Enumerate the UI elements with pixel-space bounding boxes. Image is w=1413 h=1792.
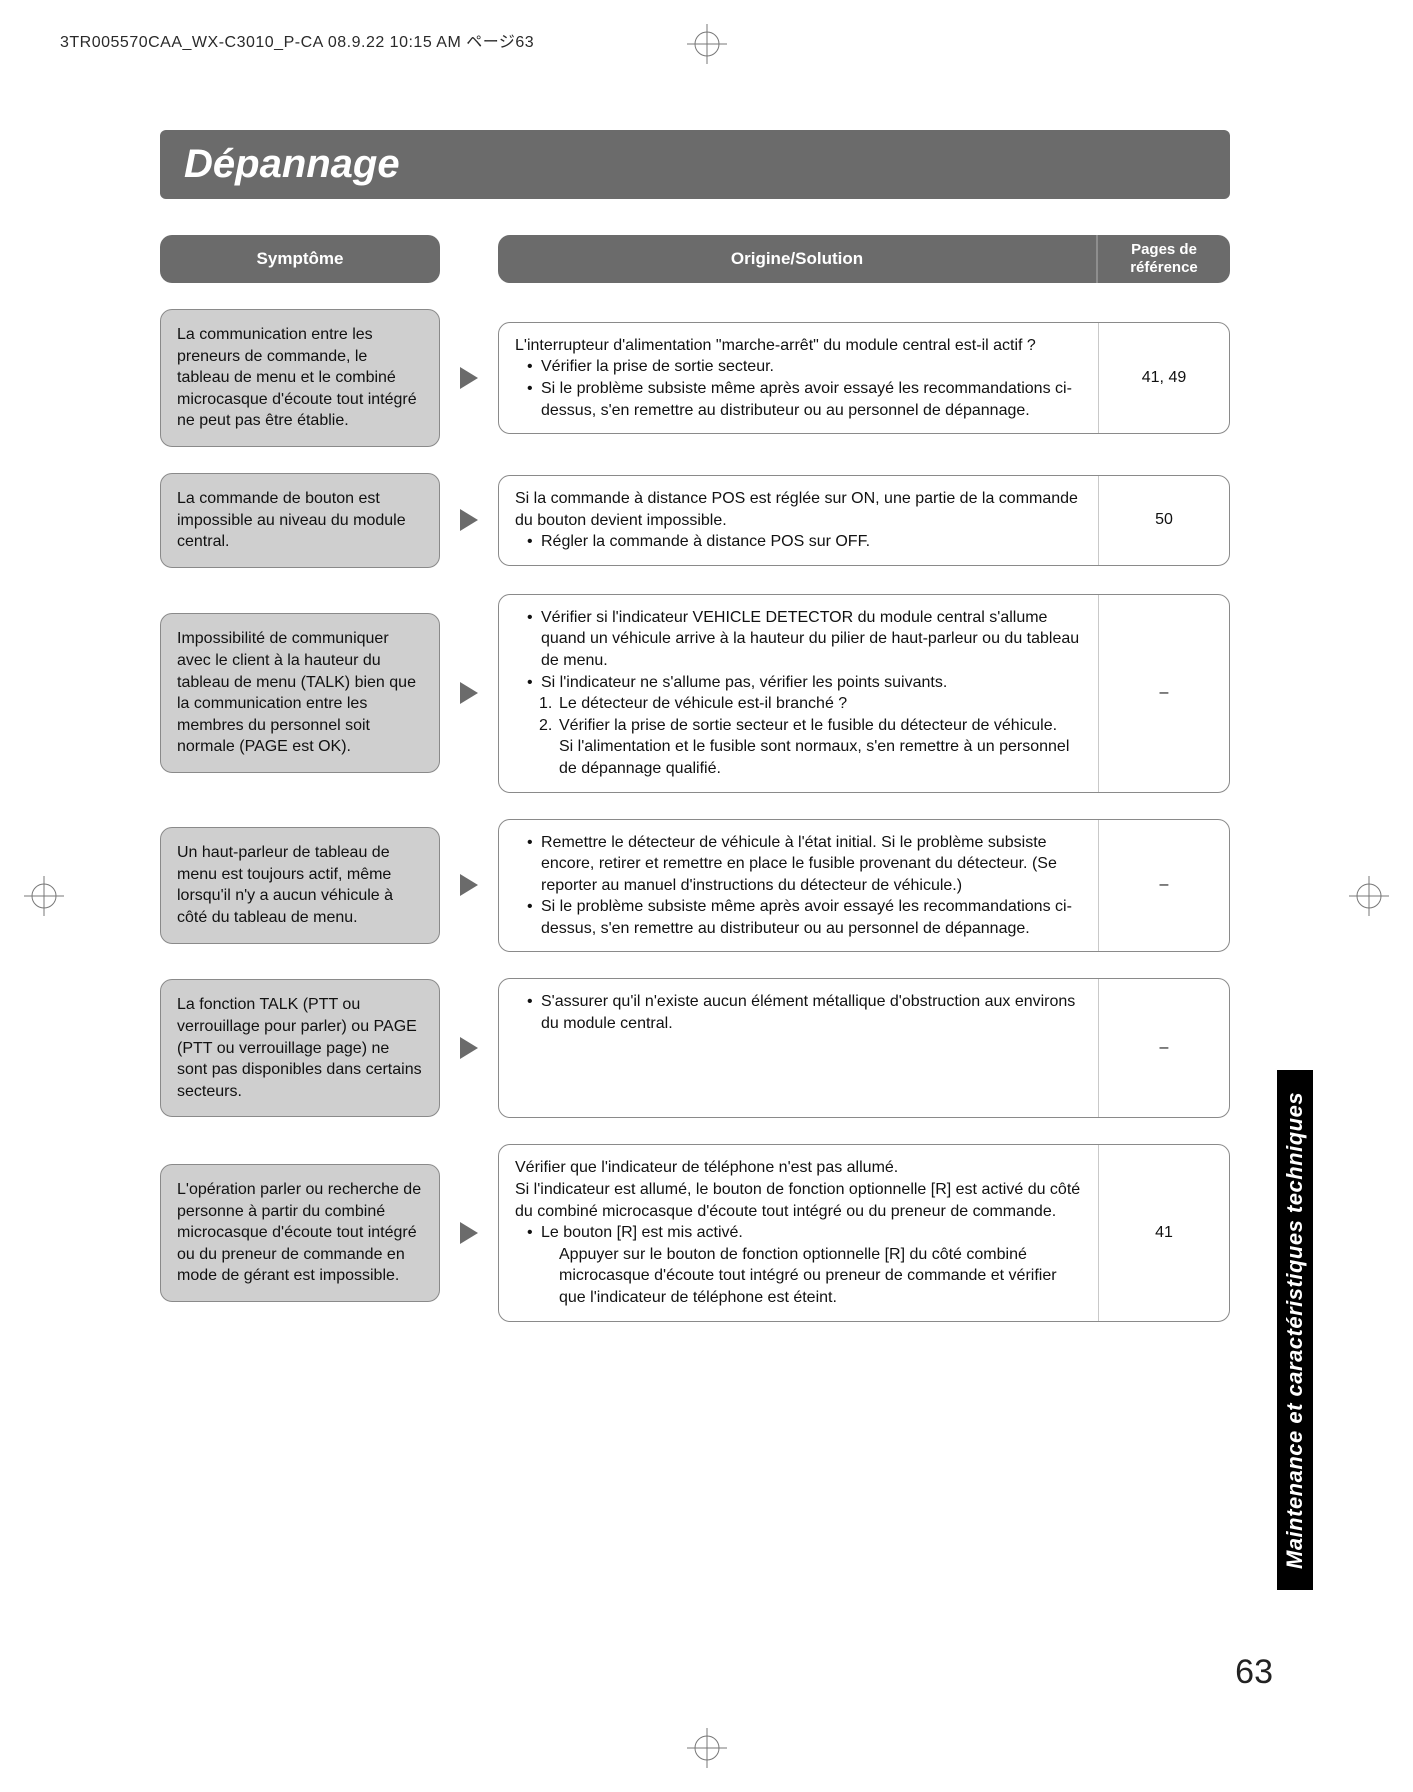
symptom-cell: La commande de bouton est impossible au … [160,473,440,568]
header-pages: Pages de référence [1098,235,1230,283]
crop-mark-top-icon [687,24,727,64]
solution-line: Si l'alimentation et le fusible sont nor… [515,736,1082,779]
solution-wrap: L'interrupteur d'alimentation "marche-ar… [498,322,1230,434]
pages-cell: – [1099,595,1229,792]
page-content: Dépannage Symptôme Origine/Solution Page… [160,130,1230,1348]
arrow-icon [440,680,498,706]
solution-cell: Si la commande à distance POS est réglée… [499,476,1099,565]
crop-mark-right-icon [1349,876,1389,916]
solution-line: Régler la commande à distance POS sur OF… [515,531,1082,553]
title-bar: Dépannage [160,130,1230,199]
table-row: Impossibilité de communiquer avec le cli… [160,594,1230,793]
table-row: Un haut-parleur de tableau de menu est t… [160,819,1230,953]
solution-wrap: S'assurer qu'il n'existe aucun élément m… [498,978,1230,1118]
solution-wrap: Remettre le détecteur de véhicule à l'ét… [498,819,1230,953]
table-header: Symptôme Origine/Solution Pages de référ… [160,235,1230,283]
arrow-icon [440,872,498,898]
solution-line: Appuyer sur le bouton de fonction option… [515,1244,1082,1309]
page-number: 63 [1235,1653,1273,1692]
solution-line: Si l'indicateur ne s'allume pas, vérifie… [515,672,1082,694]
print-header: 3TR005570CAA_WX-C3010_P-CA 08.9.22 10:15… [60,28,534,52]
solution-line: 1.Le détecteur de véhicule est-il branch… [515,693,1082,715]
symptom-cell: Un haut-parleur de tableau de menu est t… [160,827,440,943]
crop-mark-bottom-icon [687,1728,727,1768]
symptom-cell: Impossibilité de communiquer avec le cli… [160,613,440,773]
symptom-cell: La fonction TALK (PTT ou verrouillage po… [160,979,440,1117]
crop-mark-left-icon [24,876,64,916]
solution-cell: L'interrupteur d'alimentation "marche-ar… [499,323,1099,433]
solution-line: Si le problème subsiste même après avoir… [515,896,1082,939]
page-title: Dépannage [184,142,400,186]
solution-wrap: Si la commande à distance POS est réglée… [498,475,1230,566]
section-tab: Maintenance et caractéristiques techniqu… [1277,1070,1313,1590]
table-row: L'opération parler ou recherche de perso… [160,1144,1230,1321]
arrow-icon [440,365,498,391]
solution-cell: Vérifier que l'indicateur de téléphone n… [499,1145,1099,1320]
solution-line: Vérifier la prise de sortie secteur. [515,356,1082,378]
pages-cell: – [1099,979,1229,1117]
solution-cell: Remettre le détecteur de véhicule à l'ét… [499,820,1099,952]
pages-cell: 41, 49 [1099,323,1229,433]
solution-line: Remettre le détecteur de véhicule à l'ét… [515,832,1082,897]
solution-line: 2.Vérifier la prise de sortie secteur et… [515,715,1082,737]
arrow-icon [440,1035,498,1061]
arrow-icon [440,1220,498,1246]
header-symptom: Symptôme [160,235,440,283]
solution-line: L'interrupteur d'alimentation "marche-ar… [515,335,1082,357]
solution-cell: S'assurer qu'il n'existe aucun élément m… [499,979,1099,1117]
symptom-cell: La communication entre les preneurs de c… [160,309,440,447]
solution-line: Vérifier si l'indicateur VEHICLE DETECTO… [515,607,1082,672]
table-row: La fonction TALK (PTT ou verrouillage po… [160,978,1230,1118]
solution-wrap: Vérifier si l'indicateur VEHICLE DETECTO… [498,594,1230,793]
symptom-cell: L'opération parler ou recherche de perso… [160,1164,440,1302]
table-row: La communication entre les preneurs de c… [160,309,1230,447]
solution-line: Vérifier que l'indicateur de téléphone n… [515,1157,1082,1179]
rows-container: La communication entre les preneurs de c… [160,309,1230,1322]
table-row: La commande de bouton est impossible au … [160,473,1230,568]
pages-cell: – [1099,820,1229,952]
pages-cell: 41 [1099,1145,1229,1320]
arrow-icon [440,507,498,533]
pages-cell: 50 [1099,476,1229,565]
solution-line: S'assurer qu'il n'existe aucun élément m… [515,991,1082,1034]
solution-wrap: Vérifier que l'indicateur de téléphone n… [498,1144,1230,1321]
solution-cell: Vérifier si l'indicateur VEHICLE DETECTO… [499,595,1099,792]
solution-line: Le bouton [R] est mis activé. [515,1222,1082,1244]
solution-line: Si l'indicateur est allumé, le bouton de… [515,1179,1082,1222]
solution-line: Si le problème subsiste même après avoir… [515,378,1082,421]
solution-line: Si la commande à distance POS est réglée… [515,488,1082,531]
header-solution: Origine/Solution [498,235,1098,283]
